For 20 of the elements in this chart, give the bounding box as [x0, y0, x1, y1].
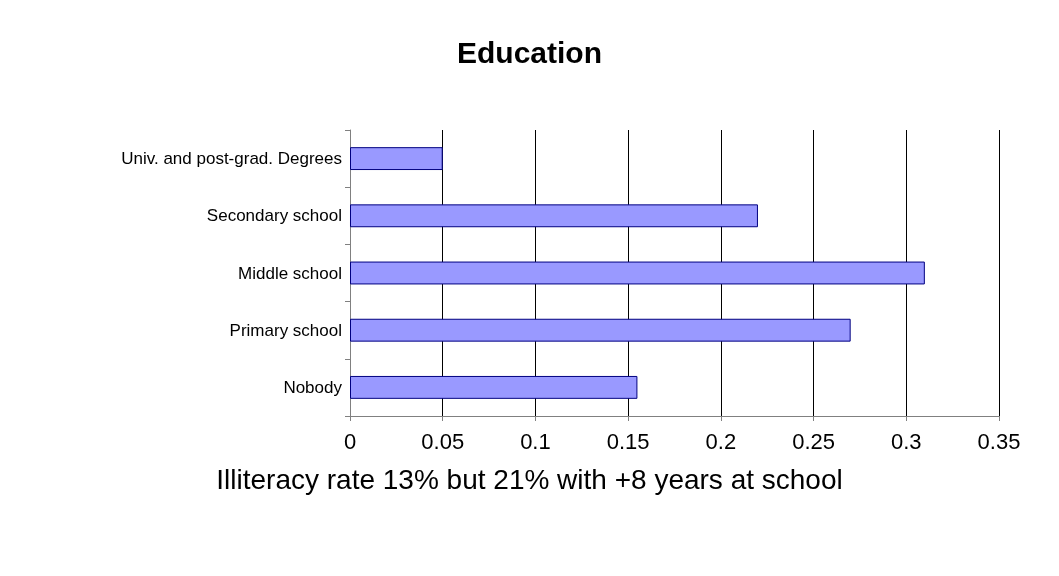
- x-tick-label: 0.2: [705, 428, 737, 454]
- y-tick-label: Nobody: [283, 377, 343, 397]
- bar: [350, 204, 758, 228]
- bar: [350, 147, 443, 171]
- x-tick-label: 0.3: [890, 428, 922, 454]
- x-tick-label: 0.35: [977, 428, 1021, 454]
- x-tick-label: 0.05: [421, 428, 465, 454]
- text: Illiteracy rate 13% but 21% with +8 years at school: [216, 463, 843, 495]
- bar: [350, 375, 638, 399]
- y-tick-label: Primary school: [229, 320, 342, 340]
- x-tick-label: 0: [343, 428, 357, 454]
- chart-title: Education: [456, 35, 603, 69]
- bar: [350, 261, 925, 285]
- y-tick-label: Secondary school: [206, 206, 342, 226]
- y-tick-label: Univ. and post-grad. Degrees: [121, 149, 342, 169]
- bar: [350, 318, 851, 342]
- x-tick-label: 0.15: [606, 428, 650, 454]
- x-tick-label: 0.25: [792, 428, 835, 454]
- y-tick-label: Middle school: [238, 263, 342, 283]
- x-tick-label: 0.1: [520, 428, 551, 454]
